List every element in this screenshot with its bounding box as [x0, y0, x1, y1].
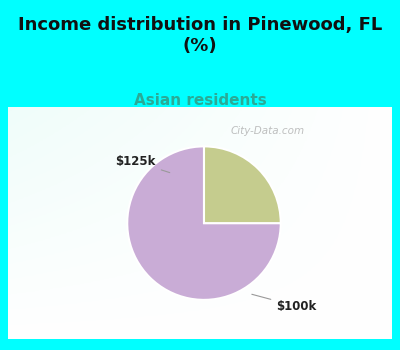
Text: $125k: $125k [116, 155, 170, 173]
Text: Asian residents: Asian residents [134, 93, 266, 108]
Text: $100k: $100k [252, 294, 316, 313]
Wedge shape [204, 146, 281, 223]
Text: Income distribution in Pinewood, FL
(%): Income distribution in Pinewood, FL (%) [18, 16, 382, 55]
Wedge shape [127, 146, 281, 300]
Text: City-Data.com: City-Data.com [230, 126, 304, 136]
